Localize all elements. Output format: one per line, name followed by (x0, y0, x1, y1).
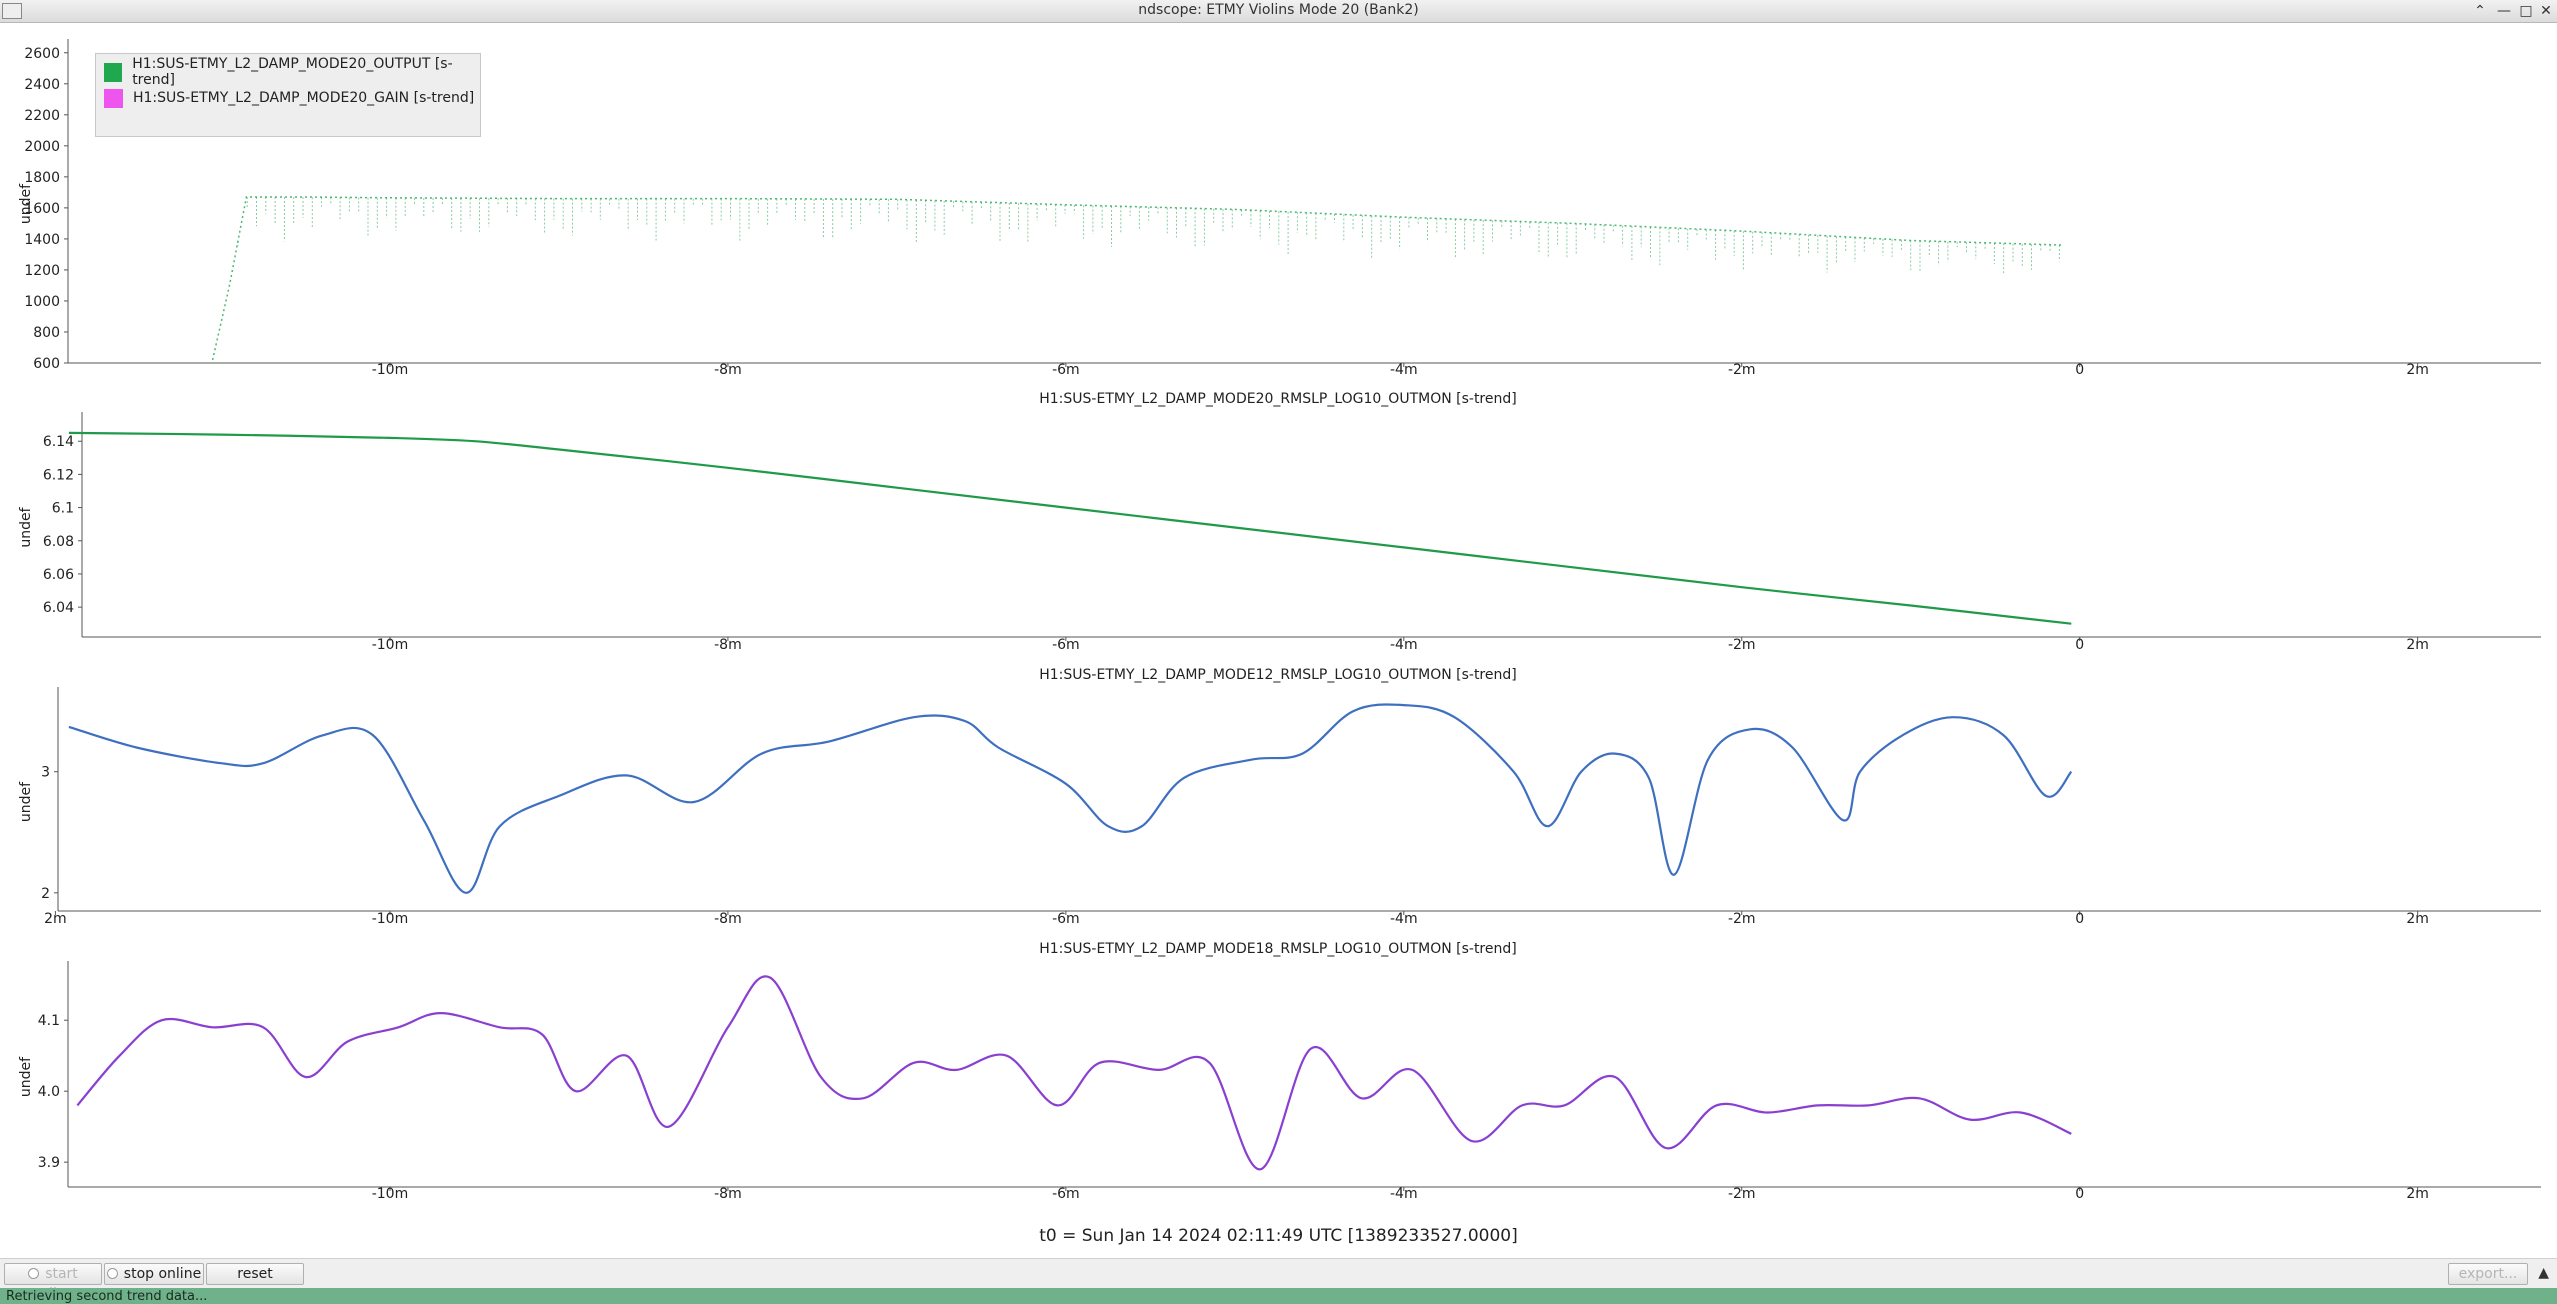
expand-up-icon[interactable]: ▲ (2538, 1265, 2549, 1281)
y-tick-label: 6.12 (43, 467, 74, 483)
t0-label: t0 = Sun Jan 14 2024 02:11:49 UTC [13892… (1039, 1226, 1518, 1246)
y-tick-label: 1600 (24, 201, 60, 217)
y-tick-label: 1800 (24, 170, 60, 186)
status-message: Retrieving second trend data... (6, 1289, 208, 1304)
legend-item-gain[interactable]: H1:SUS-ETMY_L2_DAMP_MODE20_GAIN [s-trend… (104, 86, 474, 110)
x-tick-label: -4m (1390, 1186, 1418, 1202)
y-tick-label: 800 (33, 325, 60, 341)
reset-label: reset (237, 1266, 273, 1282)
x-tick-label: 2m (2406, 362, 2429, 378)
y-tick-label: 6.04 (43, 600, 74, 616)
x-tick-label: -6m (1052, 911, 1080, 927)
x-tick-label: 0 (2075, 911, 2084, 927)
stop-online-indicator-icon (106, 1268, 118, 1279)
control-bar: start online stop online reset export...… (0, 1258, 2557, 1302)
plot-title: H1:SUS-ETMY_L2_DAMP_MODE20_RMSLP_LOG10_O… (1039, 391, 1516, 407)
series-line-output (211, 196, 2063, 361)
plot-area: undef 600 800 1000 1200 1400 1600 1800 2000 2200 2… (0, 23, 2557, 1238)
y-tick-label: 6.1 (52, 501, 74, 517)
legend-item-output[interactable]: H1:SUS-ETMY_L2_DAMP_MODE20_OUTPUT [s-tre… (104, 56, 480, 88)
y-tick-label: 3 (41, 765, 50, 781)
x-tick-label: 2m (2406, 911, 2429, 927)
y-axis-label: undef (18, 183, 34, 224)
x-tick-label: -2m (1728, 637, 1756, 653)
y-tick-label: 2200 (24, 108, 60, 124)
series-line-2 (68, 431, 2072, 625)
x-tick-label: -6m (1052, 1186, 1080, 1202)
y-axis-label: undef (18, 1056, 34, 1097)
legend-swatch-gain (104, 88, 123, 108)
x-tick-label: -8m (714, 637, 742, 653)
close-icon[interactable]: ✕ (2540, 3, 2552, 19)
plot-panel-1: undef 600 800 1000 1200 1400 1600 1800 2000 2200 2… (18, 39, 2541, 378)
y-tick-label: 4.1 (38, 1013, 60, 1029)
x-tick-label: 0 (2075, 362, 2084, 378)
restore-icon[interactable]: □ (2519, 3, 2533, 19)
plot-panel-4: H1:SUS-ETMY_L2_DAMP_MODE18_RMSLP_LOG10_O… (18, 941, 2541, 1202)
x-tick-label: -2m (1728, 1186, 1756, 1202)
legend-swatch-output (104, 62, 123, 82)
legend-label-gain: H1:SUS-ETMY_L2_DAMP_MODE20_GAIN [s-trend… (133, 90, 475, 106)
window-titlebar: ndscope: ETMY Violins Mode 20 (Bank2) ⌃ … (0, 0, 2557, 23)
x-tick-label: -10m (372, 637, 409, 653)
y-tick-label: 2600 (24, 46, 60, 62)
plots-canvas[interactable]: undef60080010001200140016001800200022002… (0, 23, 2557, 1228)
plot-panel-3: H1:SUS-ETMY_L2_DAMP_MODE12_RMSLP_LOG10_O… (18, 667, 2541, 927)
x-tick-label: 2m (44, 911, 67, 927)
x-tick-label: -2m (1728, 362, 1756, 378)
y-tick-label: 2400 (24, 77, 60, 93)
x-tick-label: -6m (1052, 637, 1080, 653)
x-tick-label: 2m (2406, 637, 2429, 653)
x-tick-label: 0 (2075, 637, 2084, 653)
minimize-icon[interactable]: ⌃ (2474, 3, 2486, 19)
y-axis-label: undef (18, 506, 34, 547)
x-tick-label: -8m (714, 1186, 742, 1202)
series-band-output (237, 197, 2060, 275)
y-tick-label: 1000 (24, 294, 60, 310)
maximize-icon[interactable]: — (2497, 3, 2511, 19)
x-tick-label: -8m (714, 911, 742, 927)
x-tick-label: -10m (372, 1186, 409, 1202)
plot-panel-2: H1:SUS-ETMY_L2_DAMP_MODE20_RMSLP_LOG10_O… (18, 391, 2541, 653)
start-online-button[interactable]: start online (4, 1263, 102, 1302)
window-menu-icon[interactable] (2, 3, 22, 19)
x-tick-label: -4m (1390, 911, 1418, 927)
plot-title: H1:SUS-ETMY_L2_DAMP_MODE18_RMSLP_LOG10_O… (1039, 941, 1516, 957)
x-tick-label: 2m (2406, 1186, 2429, 1202)
legend-label-output: H1:SUS-ETMY_L2_DAMP_MODE20_OUTPUT [s-tre… (132, 56, 453, 88)
x-tick-label: -4m (1390, 637, 1418, 653)
stop-online-label: stop online (123, 1266, 202, 1282)
status-bar: Retrieving second trend data... (0, 1288, 2557, 1304)
x-tick-label: -6m (1052, 362, 1080, 378)
x-tick-label: -10m (372, 911, 409, 927)
y-tick-label: 600 (33, 356, 60, 372)
y-tick-label: 1400 (24, 232, 60, 248)
y-tick-label: 6.06 (43, 567, 74, 583)
plot1-legend[interactable]: H1:SUS-ETMY_L2_DAMP_MODE20_OUTPUT [s-tre… (95, 53, 481, 137)
y-tick-label: 6.08 (43, 534, 74, 550)
plot-title: H1:SUS-ETMY_L2_DAMP_MODE12_RMSLP_LOG10_O… (1039, 667, 1516, 683)
stop-online-button[interactable]: stop online (104, 1263, 204, 1285)
series-line-3 (68, 703, 2073, 894)
y-tick-label: 4.0 (38, 1084, 60, 1100)
start-online-indicator-icon (28, 1268, 40, 1279)
x-tick-label: -8m (714, 362, 742, 378)
y-tick-label: 2 (41, 886, 50, 902)
y-tick-label: 2000 (24, 139, 60, 155)
window-title: ndscope: ETMY Violins Mode 20 (Bank2) (1138, 2, 1419, 18)
export-button[interactable]: export... (2448, 1263, 2528, 1285)
y-tick-label: 3.9 (38, 1155, 60, 1171)
x-tick-label: -2m (1728, 911, 1756, 927)
y-tick-label: 1200 (24, 263, 60, 279)
y-tick-label: 6.14 (43, 434, 74, 450)
y-axis-label: undef (18, 781, 34, 822)
series-line-4 (76, 975, 2072, 1171)
x-tick-label: -4m (1390, 362, 1418, 378)
reset-button[interactable]: reset (206, 1263, 304, 1285)
x-tick-label: 0 (2075, 1186, 2084, 1202)
export-label: export... (2458, 1266, 2518, 1282)
x-tick-label: -10m (372, 362, 409, 378)
